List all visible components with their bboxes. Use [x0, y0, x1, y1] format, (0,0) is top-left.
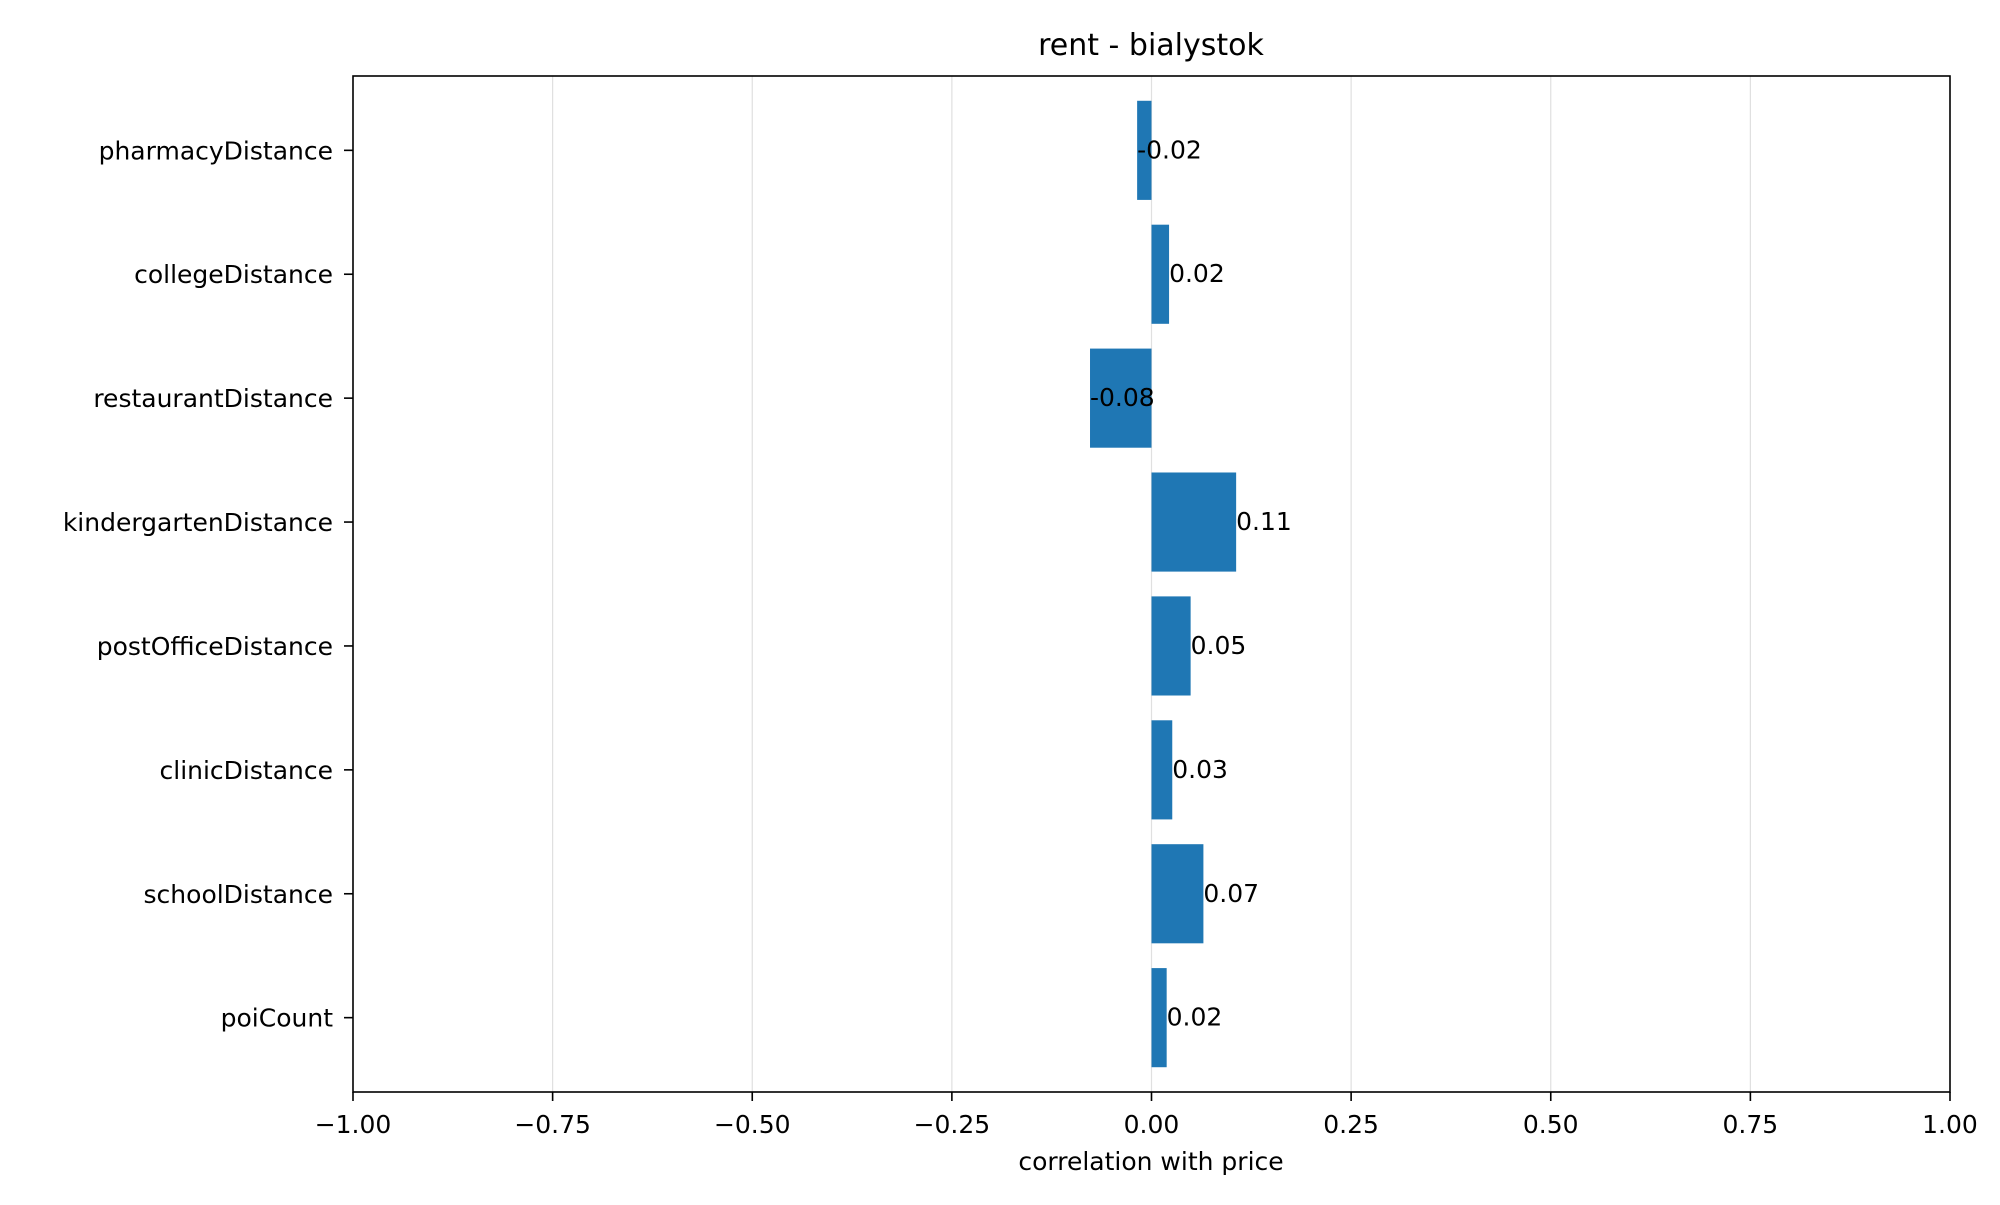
data-labels: -0.02 0.02 -0.08 0.11 0.05 0.03 0.07 0.02 [1090, 135, 1292, 1031]
data-label-postOfficeDistance: 0.05 [1191, 631, 1247, 660]
chart-title: rent - bialystok [1038, 28, 1264, 63]
x-tick-label: 0.00 [1124, 1110, 1180, 1139]
y-tick-label: pharmacyDistance [99, 136, 333, 165]
x-tick-label: 0.25 [1323, 1110, 1379, 1139]
bar-poiCount [1151, 968, 1167, 1068]
data-label-schoolDistance: 0.07 [1203, 879, 1259, 908]
bar-postOfficeDistance [1151, 596, 1191, 696]
y-tick-label: poiCount [221, 1004, 334, 1033]
x-tick-label: 0.75 [1723, 1110, 1779, 1139]
data-label-kindergartenDistance: 0.11 [1236, 507, 1292, 536]
x-tick-label: −0.25 [914, 1110, 991, 1139]
data-label-clinicDistance: 0.03 [1172, 755, 1228, 784]
x-tick-label: 1.00 [1922, 1110, 1978, 1139]
bar-kindergartenDistance [1151, 472, 1237, 572]
data-label-collegeDistance: 0.02 [1169, 259, 1225, 288]
bar-restaurantDistance [1090, 348, 1152, 448]
y-tick-label: postOfficeDistance [97, 632, 333, 661]
x-tick-label: −1.00 [315, 1110, 392, 1139]
x-axis-ticks: −1.00 −0.75 −0.50 −0.25 0.00 0.25 0.50 0.75 1.00 [315, 1092, 1978, 1139]
data-label-restaurantDistance: -0.08 [1090, 383, 1155, 412]
x-tick-label: 0.50 [1523, 1110, 1579, 1139]
y-axis-ticks: pharmacyDistance collegeDistance restauran… [63, 136, 353, 1033]
data-label-poiCount: 0.02 [1167, 1003, 1223, 1032]
data-label-pharmacyDistance: -0.02 [1137, 135, 1202, 164]
y-tick-label: schoolDistance [144, 880, 333, 909]
y-tick-label: collegeDistance [134, 260, 333, 289]
bar-pharmacyDistance [1137, 100, 1152, 200]
y-tick-label: clinicDistance [160, 756, 334, 785]
bar-schoolDistance [1151, 844, 1204, 944]
x-tick-label: −0.50 [714, 1110, 791, 1139]
x-tick-label: −0.75 [514, 1110, 591, 1139]
y-tick-label: kindergartenDistance [63, 508, 333, 537]
bars [1090, 100, 1237, 1068]
bar-clinicDistance [1151, 720, 1173, 820]
bar-collegeDistance [1151, 224, 1170, 324]
y-tick-label: restaurantDistance [93, 384, 333, 413]
x-axis-label: correlation with price [1018, 1147, 1283, 1176]
